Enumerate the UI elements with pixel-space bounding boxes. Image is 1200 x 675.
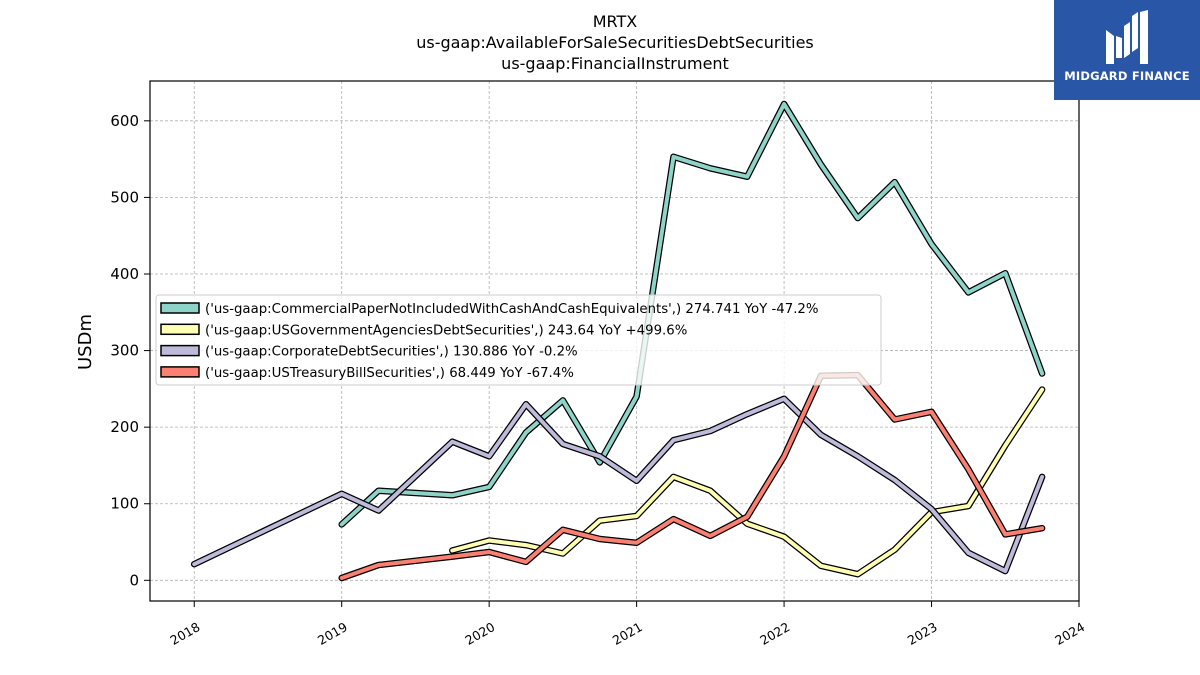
legend-label: ('us-gaap:USGovernmentAgenciesDebtSecuri… xyxy=(205,323,687,338)
legend: ('us-gaap:CommercialPaperNotIncludedWith… xyxy=(155,294,882,386)
x-tick-label: 2019 xyxy=(315,619,350,648)
midgard-finance-logo: MIDGARD FINANCE xyxy=(1054,0,1200,100)
legend-label: ('us-gaap:CommercialPaperNotIncludedWith… xyxy=(205,302,819,317)
x-axis: 2018 2019 2020 2021 2022 2023 2024 xyxy=(167,601,1087,648)
legend-swatch xyxy=(160,302,200,314)
y-tick-label: 200 xyxy=(110,418,139,436)
midgard-logo-icon xyxy=(1106,10,1148,64)
y-tick-label: 500 xyxy=(110,188,139,206)
x-tick-label: 2024 xyxy=(1052,619,1087,648)
plot-frame xyxy=(149,80,1080,602)
y-tick-label: 400 xyxy=(110,265,139,283)
legend-label: ('us-gaap:CorporateDebtSecurities',) 130… xyxy=(205,345,578,360)
series-line xyxy=(192,396,1045,574)
legend-box xyxy=(155,294,882,386)
y-tick-label: 300 xyxy=(110,342,139,360)
series-outline xyxy=(338,371,1046,582)
legend-label: ('us-gaap:USTreasuryBillSecurities',) 68… xyxy=(205,366,574,381)
title-line: us-gaap:FinancialInstrument xyxy=(501,54,729,73)
title-line: us-gaap:AvailableForSaleSecuritiesDebtSe… xyxy=(416,33,814,52)
y-axis-label: USDm xyxy=(75,314,96,370)
series-line xyxy=(450,387,1045,577)
y-tick-label: 0 xyxy=(129,571,139,589)
series-line xyxy=(339,102,1045,527)
y-tick-label: 600 xyxy=(110,112,139,130)
x-tick-label: 2023 xyxy=(905,619,940,648)
legend-swatch xyxy=(160,366,200,378)
legend-swatch xyxy=(160,344,200,357)
x-tick-label: 2021 xyxy=(610,619,645,648)
x-tick-label: 2018 xyxy=(167,619,202,648)
y-axis: 0 100 200 300 400 500 600 xyxy=(110,112,150,589)
series-lines xyxy=(190,100,1046,582)
logo-text: MIDGARD FINANCE xyxy=(1064,69,1190,83)
y-tick-label: 100 xyxy=(110,495,139,513)
legend-swatch xyxy=(160,323,200,336)
x-tick-label: 2020 xyxy=(462,619,497,648)
series-line xyxy=(339,373,1045,580)
chart-title: MRTX us-gaap:AvailableForSaleSecuritiesDe… xyxy=(416,12,814,73)
x-tick-label: 2022 xyxy=(757,619,792,648)
title-line: MRTX xyxy=(593,12,638,31)
